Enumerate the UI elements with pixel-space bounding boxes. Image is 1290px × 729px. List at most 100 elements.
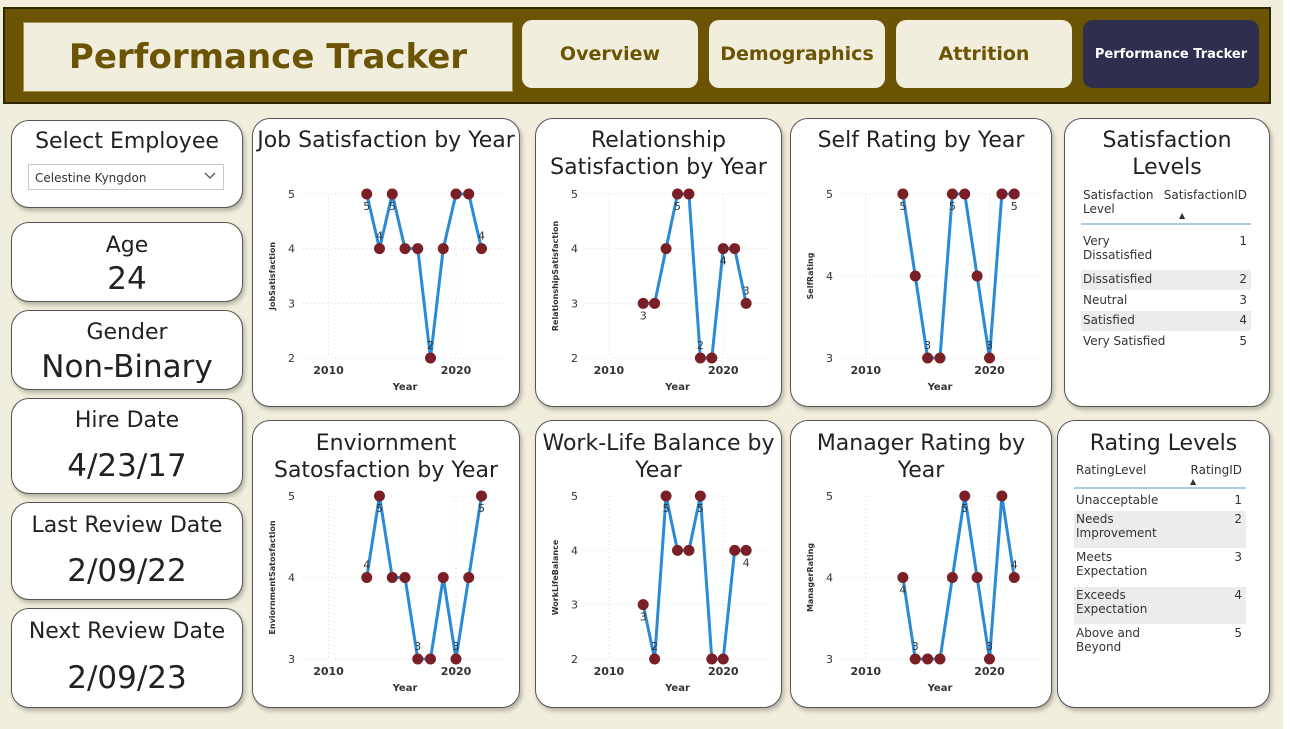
chart-title: Relationship Satisfaction by Year bbox=[550, 128, 767, 180]
age-card: Age 24 bbox=[11, 222, 243, 302]
y-axis-title: RelationshipSatisfaction bbox=[551, 221, 560, 332]
y-tick-label: 3 bbox=[826, 352, 833, 365]
employee-dropdown-value: Celestine Kyngdon bbox=[35, 171, 147, 185]
data-point bbox=[740, 297, 752, 309]
y-tick-label: 4 bbox=[571, 544, 578, 557]
y-tick-label: 4 bbox=[826, 270, 833, 283]
y-axis-title: EnviornmentSatosfaction bbox=[268, 520, 277, 634]
next-review-card: Next Review Date 2/09/23 bbox=[11, 608, 243, 708]
gender-label: Gender bbox=[86, 320, 168, 345]
data-point bbox=[729, 243, 741, 255]
column-header-rating-id[interactable]: RatingID bbox=[1190, 463, 1242, 477]
data-label: 3 bbox=[986, 339, 993, 352]
self-rating-chart: 3 4 5 2010 2020 Year SelfRating 5 3 5 3 5 bbox=[806, 188, 1039, 393]
gender-card: Gender Non-Binary bbox=[11, 310, 243, 390]
table-row: Needs Improvement 2 bbox=[1074, 511, 1246, 548]
data-label: 3 bbox=[414, 640, 421, 653]
cell-id: 4 bbox=[1239, 313, 1247, 327]
data-point bbox=[909, 270, 921, 282]
data-point bbox=[729, 544, 741, 556]
table-row: Above and Beyond 5 bbox=[1074, 625, 1246, 662]
data-point bbox=[1008, 188, 1020, 200]
y-tick-label: 2 bbox=[571, 653, 578, 666]
data-point bbox=[946, 572, 958, 583]
employee-dropdown[interactable]: Celestine Kyngdon bbox=[28, 164, 224, 190]
data-point bbox=[637, 297, 649, 309]
table-title: Rating Levels bbox=[1089, 431, 1238, 456]
column-header-satisfaction-id[interactable]: SatisfactionID bbox=[1163, 188, 1247, 202]
data-label: 3 bbox=[640, 611, 647, 624]
data-label: 3 bbox=[453, 640, 460, 653]
hire-date-value: 4/23/17 bbox=[67, 448, 187, 484]
chevron-down-icon bbox=[203, 168, 217, 185]
data-point bbox=[386, 188, 398, 200]
y-axis-title: ManagerRating bbox=[806, 543, 815, 612]
cell-level: Very Dissatisfied bbox=[1083, 234, 1153, 262]
data-label: 4 bbox=[899, 584, 906, 597]
data-label: 5 bbox=[899, 200, 906, 213]
cell-id: 5 bbox=[1239, 334, 1247, 348]
table-row: Meets Expectation 3 bbox=[1074, 549, 1246, 586]
age-label: Age bbox=[105, 233, 149, 258]
x-tick-label: 2010 bbox=[594, 364, 625, 377]
data-point bbox=[649, 653, 661, 665]
x-axis-title: Year bbox=[927, 683, 953, 694]
data-point bbox=[374, 243, 385, 255]
work-life-balance-card: Work-Life Balance by Year 2 3 4 5 2010 2020 Ye… bbox=[535, 420, 782, 708]
manager-rating-chart: 3 4 5 2010 2020 Year ManagerRating 4 3 5 3 4 bbox=[806, 490, 1039, 694]
x-tick-label: 2020 bbox=[441, 364, 472, 377]
column-header-satisfaction-level[interactable]: Satisfaction Level bbox=[1083, 188, 1154, 216]
column-header-rating-level[interactable]: RatingLevel bbox=[1076, 463, 1147, 477]
data-label: 2 bbox=[651, 640, 658, 653]
cell-level: Exceeds Expectation bbox=[1076, 588, 1148, 616]
data-point bbox=[361, 572, 373, 583]
data-label: 4 bbox=[376, 230, 383, 243]
nav-demographics-button[interactable]: Demographics bbox=[709, 20, 885, 88]
data-label: 5 bbox=[949, 200, 956, 213]
nav-performance-tracker-button[interactable]: Performance Tracker bbox=[1083, 20, 1259, 88]
data-label: 5 bbox=[961, 502, 968, 515]
x-tick-label: 2020 bbox=[708, 364, 739, 377]
nav-overview-button[interactable]: Overview bbox=[522, 20, 698, 88]
x-tick-label: 2010 bbox=[313, 364, 344, 377]
satisfaction-levels-table: Satisfaction Level SatisfactionID ▲ Very… bbox=[1081, 187, 1251, 367]
y-tick-label: 3 bbox=[288, 297, 295, 310]
table-row: Neutral 3 bbox=[1081, 291, 1251, 311]
y-tick-label: 3 bbox=[288, 653, 295, 666]
table-row: Very Dissatisfied 1 bbox=[1081, 233, 1251, 269]
rating-levels-card: Rating Levels RatingLevel RatingID ▲ Una… bbox=[1057, 420, 1270, 708]
cell-level: Dissatisfied bbox=[1083, 272, 1153, 286]
age-value: 24 bbox=[107, 261, 147, 297]
series-line bbox=[643, 192, 748, 360]
cell-level: Meets Expectation bbox=[1076, 550, 1148, 578]
nav-attrition-button[interactable]: Attrition bbox=[896, 20, 1072, 88]
cell-level: Unacceptable bbox=[1076, 493, 1159, 507]
data-label: 4 bbox=[1011, 559, 1018, 572]
data-label: 5 bbox=[389, 200, 396, 213]
y-tick-label: 3 bbox=[571, 297, 578, 310]
cell-id: 1 bbox=[1234, 493, 1242, 507]
y-tick-label: 4 bbox=[288, 243, 295, 256]
cell-id: 2 bbox=[1239, 272, 1247, 286]
x-axis-title: Year bbox=[664, 683, 690, 694]
data-label: 4 bbox=[363, 559, 370, 572]
data-point bbox=[984, 653, 995, 665]
series-line bbox=[901, 494, 1016, 661]
hire-date-label: Hire Date bbox=[74, 408, 180, 433]
data-label: 3 bbox=[912, 640, 919, 653]
cell-id: 3 bbox=[1239, 293, 1247, 307]
table-row: Exceeds Expectation 4 bbox=[1074, 587, 1246, 624]
table-row: Dissatisfied 2 bbox=[1081, 270, 1251, 290]
gender-value: Non-Binary bbox=[41, 349, 213, 383]
data-label: 4 bbox=[478, 230, 485, 243]
cell-id: 5 bbox=[1234, 626, 1242, 640]
page-title: Performance Tracker bbox=[23, 22, 513, 92]
x-axis-title: Year bbox=[392, 683, 418, 694]
chart-title: Job Satisfaction by Year bbox=[257, 128, 515, 153]
table-row: Unacceptable 1 bbox=[1074, 492, 1246, 510]
table-header: Satisfaction Level SatisfactionID ▲ bbox=[1081, 187, 1251, 225]
series-line bbox=[365, 192, 483, 360]
cell-id: 3 bbox=[1234, 550, 1242, 564]
data-point bbox=[934, 653, 946, 665]
relationship-satisfaction-card: Relationship Satisfaction by Year 2 3 4 5 20… bbox=[535, 118, 782, 407]
